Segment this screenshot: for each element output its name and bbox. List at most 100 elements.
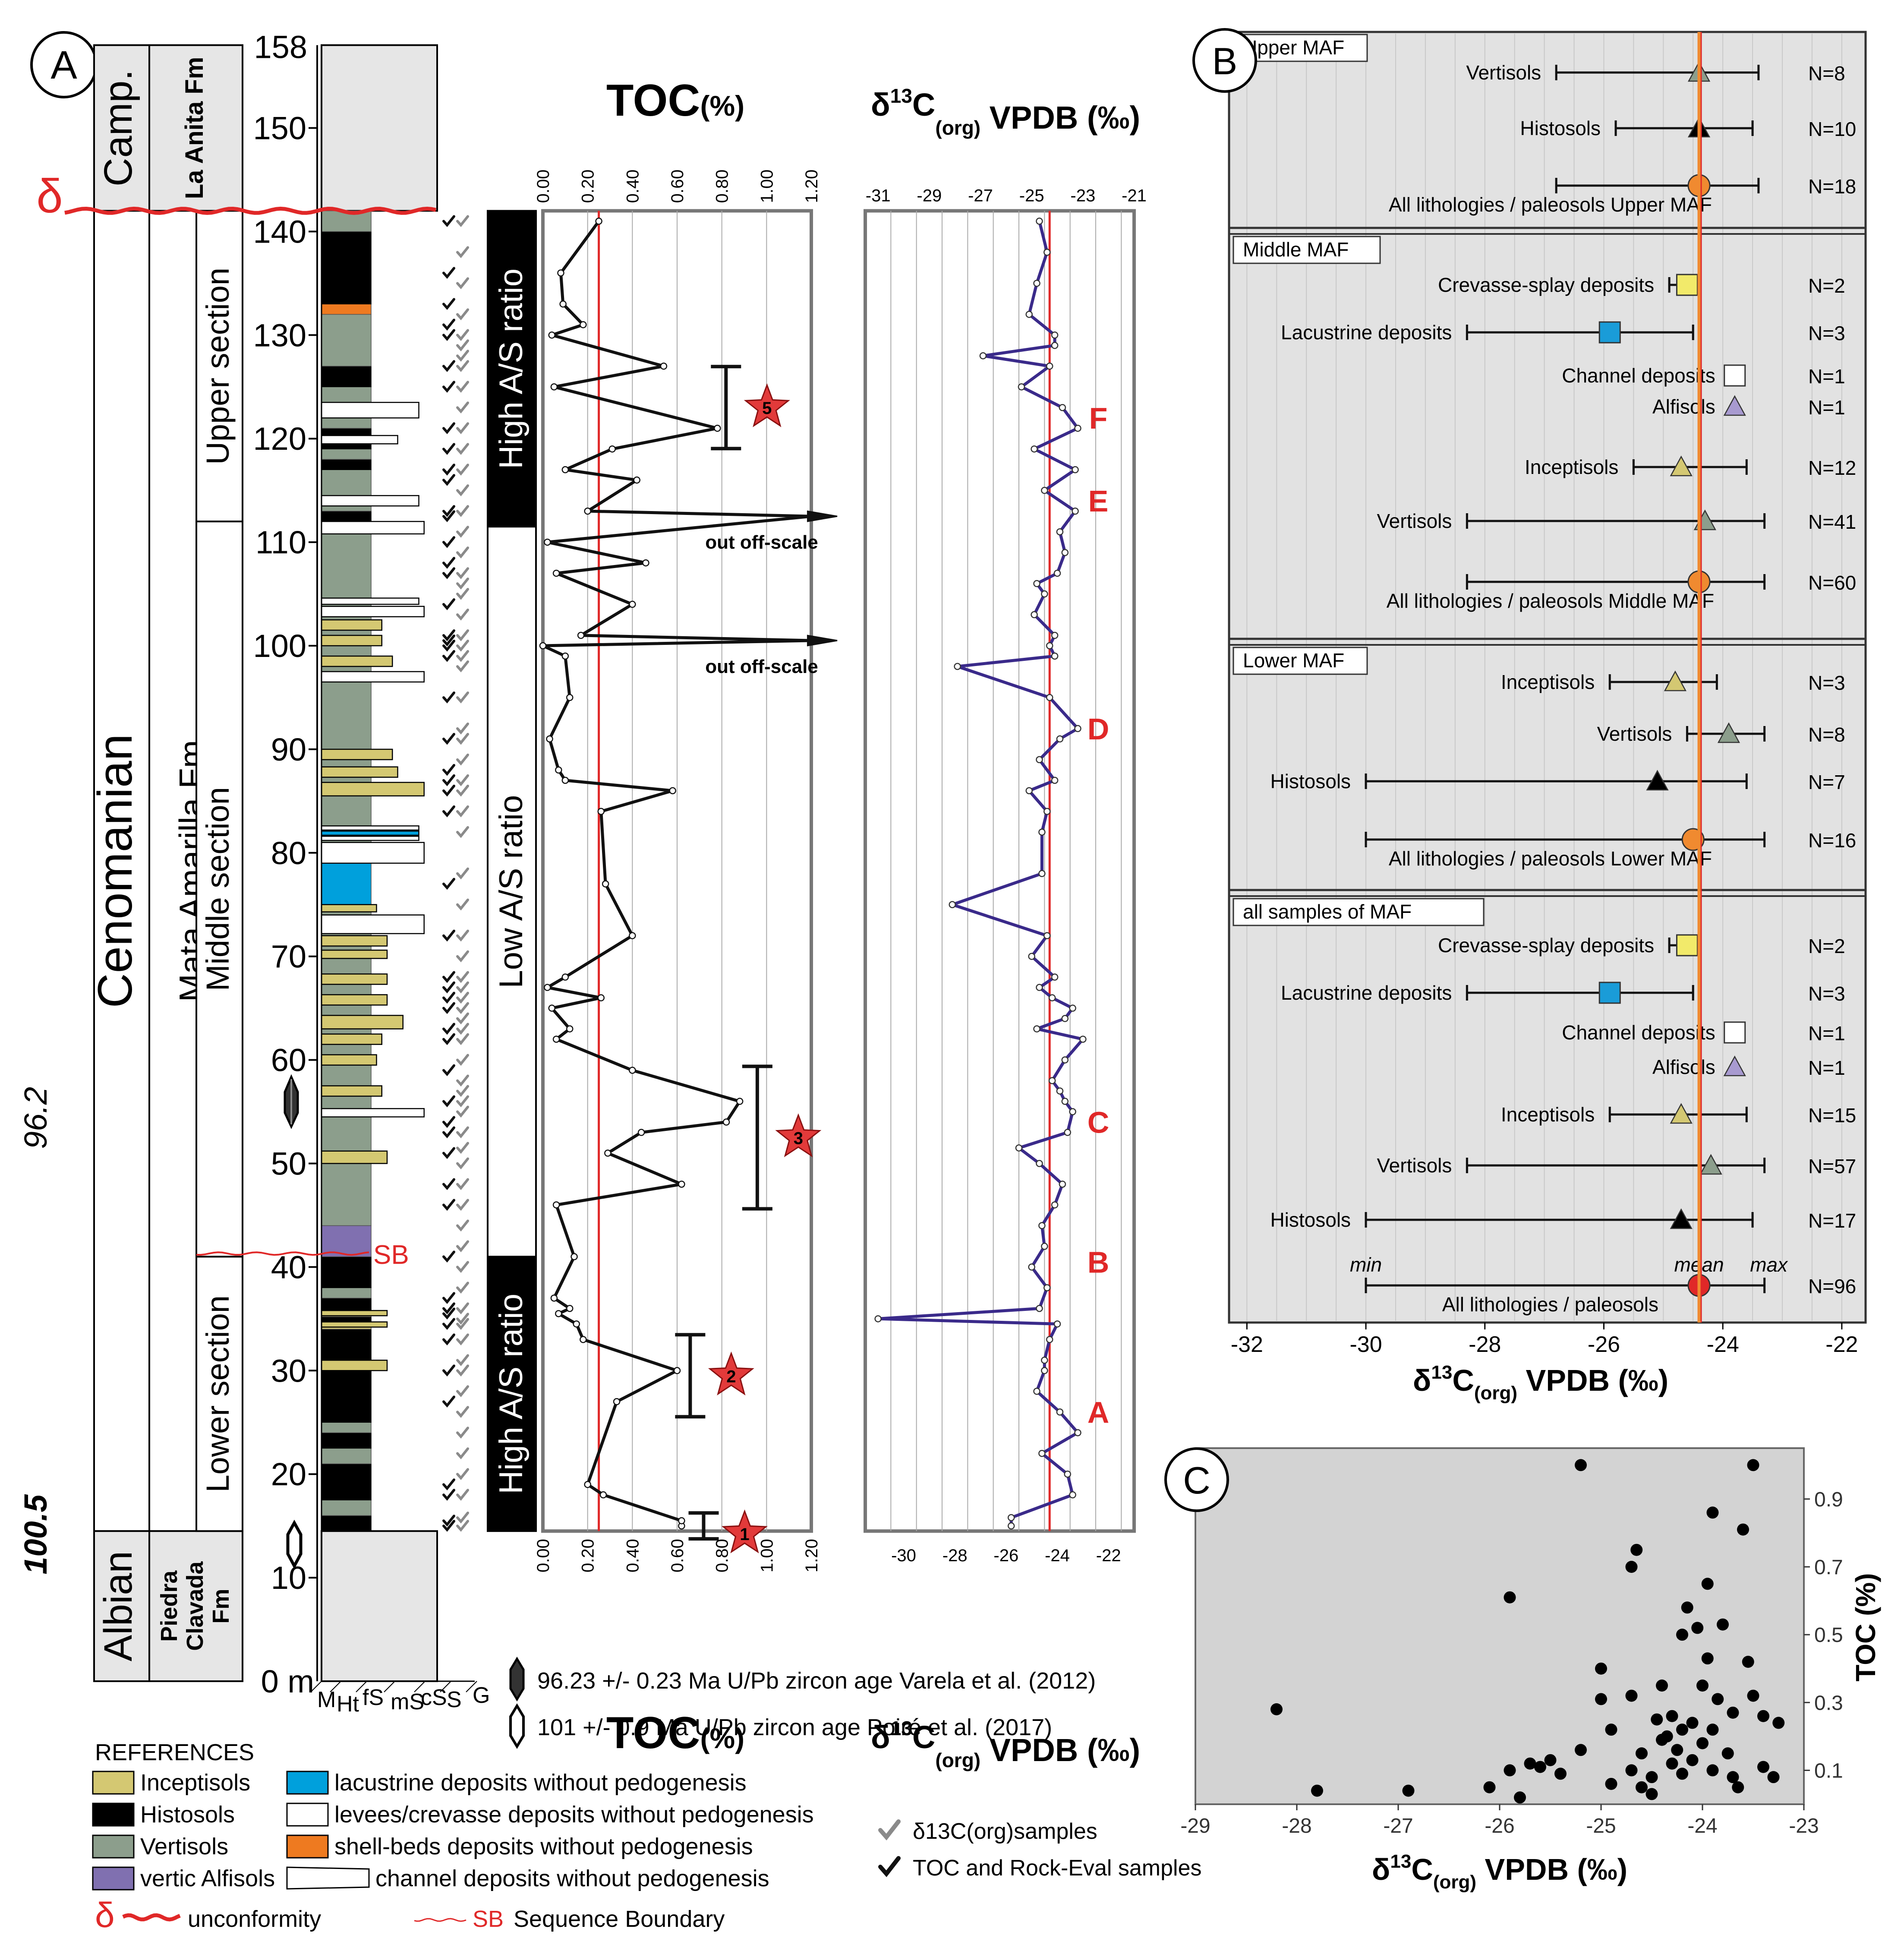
panel-b-row-label: All lithologies / paleosols Lower MAF <box>1389 847 1712 870</box>
panel-b-group-name: Middle MAF <box>1243 238 1349 261</box>
age-100-5: 100.5 <box>18 1494 54 1575</box>
panel-c-point <box>1676 1629 1688 1641</box>
toc-point <box>573 1320 580 1328</box>
panel-b-row-label: Crevasse-splay deposits <box>1438 274 1654 296</box>
d13c-point <box>1031 445 1038 453</box>
d13c-point <box>1056 1087 1064 1095</box>
sample-check-mark <box>442 635 455 647</box>
toc-point <box>544 538 551 546</box>
toc-point <box>552 569 560 577</box>
d13c-point <box>1043 932 1051 939</box>
age-96-2: 96.2 <box>18 1087 54 1149</box>
d13c-point <box>1033 580 1040 587</box>
sample-check-mark <box>456 1511 469 1524</box>
sample-check-mark <box>442 1292 455 1304</box>
panel-b-groups: Upper MAF Vertisols N=8 Histosols N=10 All li… <box>1229 32 1866 1323</box>
bed-histosol <box>321 1515 372 1531</box>
toc-point <box>561 973 569 981</box>
chemostratigraphic-letter-D: D <box>1088 712 1110 746</box>
stage-box-0 <box>93 44 150 212</box>
panel-c-x-tick-label: -23 <box>1789 1815 1819 1837</box>
legend-item-label: Histosols <box>140 1802 235 1828</box>
bed-overlay-inceptisol <box>321 994 388 1006</box>
panel-b-row-label: Channel deposits <box>1562 1021 1715 1044</box>
panel-c-point <box>1747 1689 1759 1702</box>
d13c-point <box>1061 549 1069 556</box>
sample-check-mark <box>442 929 455 942</box>
panel-b-row-label: Lacustrine deposits <box>1281 982 1452 1004</box>
panel-b-n-label: N=8 <box>1808 62 1845 85</box>
sample-check-mark <box>456 981 469 994</box>
panel-b-group-tag <box>1233 647 1368 675</box>
zircon-icon-101 <box>286 1519 303 1569</box>
sample-markers <box>442 215 469 1532</box>
d13c-point <box>1051 631 1059 639</box>
sample-check-mark <box>456 277 469 290</box>
as-ratio-label-2: High A/S ratio <box>493 1294 530 1494</box>
d13c-point <box>1074 725 1081 732</box>
d13c-point <box>1028 1263 1035 1271</box>
panel-b-mean-marker <box>1646 770 1669 791</box>
toc-point <box>561 466 569 474</box>
d13c-point <box>1028 953 1035 960</box>
sample-check-mark <box>456 732 469 745</box>
d13c-point <box>1056 735 1064 743</box>
toc-point <box>548 1004 555 1012</box>
sample-check-mark <box>456 329 469 341</box>
panel-b-n-label: N=3 <box>1808 672 1845 694</box>
panel-b-max-label: max <box>1750 1253 1788 1276</box>
toc-offscale-label: out off-scale <box>705 532 818 553</box>
sample-check-mark <box>456 505 469 517</box>
sample-check-mark <box>456 526 469 538</box>
sample-check-mark <box>456 308 469 320</box>
toc-offscale-label: out off-scale <box>705 656 818 677</box>
panel-b-n-label: N=18 <box>1808 175 1856 198</box>
bed-overlay-inceptisol <box>321 1360 388 1371</box>
depth-tick-label: 50 <box>271 1146 306 1182</box>
panel-b-group-name: Lower MAF <box>1243 649 1344 672</box>
legend-swatch <box>92 1771 135 1795</box>
panel-c-point <box>1696 1680 1709 1692</box>
panel-c-point <box>1311 1784 1323 1797</box>
toc-point <box>633 476 640 484</box>
panel-b-mean-marker <box>1670 1208 1693 1229</box>
sample-check-mark <box>456 1142 469 1154</box>
sample-check-mark <box>456 629 469 641</box>
legend-item-label: channel deposits without pedogenesis <box>375 1866 769 1891</box>
depth-tick-label: 150 <box>253 110 306 146</box>
panel-b-n-label: N=1 <box>1808 1022 1845 1045</box>
toc-top-title: TOC(%) <box>606 76 744 126</box>
panel-b-n-label: N=15 <box>1808 1104 1856 1127</box>
legend-item-label: shell-beds deposits without pedogenesis <box>334 1834 753 1859</box>
zircon-icon-96 <box>284 1074 299 1129</box>
bed-histosol <box>321 1298 372 1311</box>
d13c-top-tick-label: -29 <box>917 186 942 205</box>
d13c-point <box>1038 870 1046 878</box>
toc-point <box>561 652 569 660</box>
sample-check-mark <box>456 1085 469 1097</box>
bed-overlay-inceptisol <box>321 973 388 985</box>
panel-a-label: A <box>50 43 77 87</box>
sample-check-mark <box>456 1199 469 1211</box>
toc-point <box>660 363 668 370</box>
d13c-point <box>1041 1357 1048 1364</box>
toc-point <box>597 994 605 1001</box>
toc-point <box>673 1367 681 1374</box>
section-label-2: Lower section <box>200 1295 236 1493</box>
section-box-0 <box>195 210 243 523</box>
toc-point <box>584 1481 591 1488</box>
as-ratio-bar-1 <box>487 526 537 1258</box>
panel-b-mean-marker <box>1724 1021 1746 1044</box>
d13c-point <box>1041 486 1048 494</box>
toc-point <box>577 631 585 639</box>
d13c-point <box>1051 331 1059 339</box>
sample-check-mark <box>456 826 469 838</box>
bed-histosol <box>321 1256 372 1288</box>
sample-check-mark <box>442 1199 455 1211</box>
sample-check-mark <box>456 246 469 259</box>
panel-c-point <box>1544 1754 1557 1766</box>
legend-item-label: lacustrine deposits without pedogenesis <box>334 1770 747 1796</box>
grain-scale-tick <box>330 1681 341 1692</box>
d13c-title: δ13C(org) VPDB (‰) <box>871 1717 1140 1771</box>
depth-tick-label: 60 <box>271 1042 306 1078</box>
